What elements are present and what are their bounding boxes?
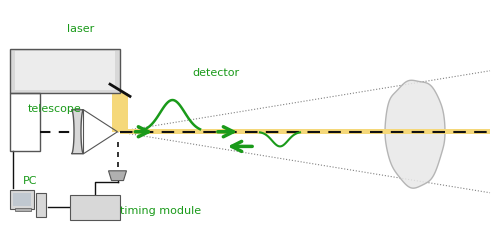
FancyBboxPatch shape	[12, 193, 31, 206]
FancyBboxPatch shape	[36, 193, 46, 217]
Polygon shape	[108, 171, 126, 181]
FancyBboxPatch shape	[120, 129, 490, 134]
Text: timing module: timing module	[120, 206, 201, 216]
Text: telescope: telescope	[28, 104, 81, 113]
FancyBboxPatch shape	[112, 93, 128, 132]
FancyBboxPatch shape	[10, 49, 120, 93]
Text: PC: PC	[22, 176, 37, 185]
FancyBboxPatch shape	[10, 190, 34, 209]
Polygon shape	[385, 80, 445, 188]
Polygon shape	[72, 110, 84, 154]
FancyBboxPatch shape	[15, 51, 115, 90]
FancyBboxPatch shape	[70, 195, 120, 220]
FancyBboxPatch shape	[15, 208, 31, 211]
Text: detector: detector	[192, 68, 240, 78]
Text: laser: laser	[68, 24, 95, 34]
